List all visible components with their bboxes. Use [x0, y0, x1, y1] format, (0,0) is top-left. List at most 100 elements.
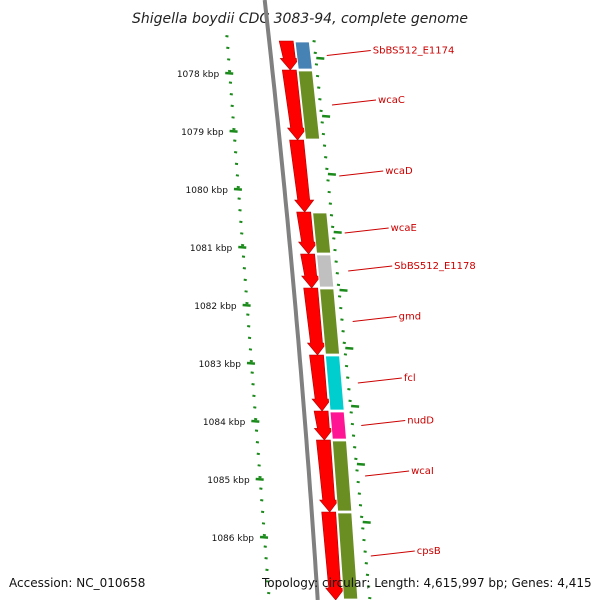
gene-arrow — [281, 69, 308, 141]
minor-tick — [351, 434, 356, 437]
minor-tick — [258, 475, 262, 479]
minor-tick — [365, 573, 370, 577]
minor-tick — [347, 388, 351, 391]
cog-block — [337, 512, 359, 600]
minor-tick — [339, 306, 343, 310]
cog-block — [329, 411, 347, 440]
label-leader — [370, 550, 415, 557]
minor-tick — [225, 35, 229, 38]
minor-tick — [259, 487, 263, 490]
minor-tick — [348, 399, 352, 403]
label-leader — [352, 316, 397, 322]
minor-tick — [320, 121, 324, 124]
minor-tick — [361, 527, 365, 530]
minor-tick — [231, 116, 235, 119]
kbp-label: 1078 kbp — [177, 70, 220, 80]
minor-tick — [326, 179, 330, 182]
gene-label: nudD — [407, 416, 434, 427]
minor-tick — [234, 162, 239, 166]
major-tick — [339, 288, 348, 292]
minor-tick — [317, 86, 321, 89]
minor-tick — [250, 371, 254, 374]
major-tick — [327, 172, 336, 176]
minor-tick — [366, 585, 371, 588]
minor-tick — [236, 185, 240, 189]
gene-labels: SbBS512_E1174 wcaC wcaD wcaE SbBS512_E1178gm… — [326, 46, 476, 557]
minor-tick — [327, 190, 331, 194]
minor-tick — [319, 109, 323, 113]
minor-tick — [336, 283, 341, 287]
minor-tick — [230, 104, 234, 108]
minor-tick — [263, 545, 267, 548]
minor-tick — [229, 93, 233, 96]
label-leader — [331, 99, 377, 106]
minor-tick — [232, 127, 236, 131]
major-tick — [242, 303, 251, 307]
minor-tick — [245, 301, 249, 305]
minor-tick — [233, 151, 238, 154]
minor-tick — [266, 580, 270, 583]
minor-tick — [226, 46, 230, 50]
minor-tick — [233, 139, 237, 142]
minor-tick — [325, 167, 329, 171]
label-leader — [365, 470, 410, 477]
minor-tick — [247, 325, 251, 328]
major-tick — [356, 462, 365, 466]
minor-tick — [324, 156, 328, 159]
major-tick — [251, 419, 260, 423]
major-tick — [233, 187, 243, 191]
kbp-label: 1080 kbp — [186, 186, 229, 196]
minor-tick — [228, 81, 233, 84]
minor-tick — [330, 225, 335, 229]
cog-block — [319, 288, 340, 355]
minor-tick — [368, 596, 372, 600]
minor-tick — [322, 144, 327, 147]
gene-label: gmd — [399, 312, 421, 323]
minor-tick — [358, 504, 363, 507]
minor-tick — [241, 255, 246, 258]
cog-block — [312, 212, 332, 254]
minor-tick — [251, 383, 255, 386]
minor-tick — [362, 538, 366, 542]
minor-tick — [341, 330, 345, 333]
cog-block — [325, 355, 345, 411]
gene-arrow — [289, 139, 315, 213]
minor-tick — [255, 441, 260, 444]
label-leader — [326, 50, 371, 56]
minor-tick — [239, 220, 243, 224]
minor-tick — [344, 364, 349, 368]
minor-tick — [313, 51, 317, 55]
cog-block — [297, 70, 321, 140]
gene-label: wcaC — [378, 95, 405, 106]
minor-tick — [238, 209, 242, 212]
cog-block — [331, 440, 353, 512]
minor-tick — [248, 348, 253, 351]
major-tick — [345, 346, 354, 350]
gene-label: wcaE — [391, 223, 417, 234]
minor-tick — [252, 394, 256, 398]
minor-tick — [340, 318, 344, 321]
minor-tick — [249, 359, 253, 363]
minor-tick — [342, 341, 346, 345]
minor-tick — [335, 272, 339, 275]
cog-block — [316, 254, 335, 288]
minor-tick — [355, 469, 359, 472]
minor-tick — [333, 248, 337, 252]
minor-tick — [264, 557, 268, 560]
kbp-label: 1084 kbp — [203, 418, 246, 428]
gene-label: SbBS512_E1178 — [394, 261, 476, 272]
minor-tick — [343, 353, 348, 356]
gene-features — [278, 40, 359, 600]
minor-tick — [321, 132, 326, 136]
minor-tick — [253, 417, 258, 421]
label-leader — [357, 377, 402, 384]
minor-tick — [357, 492, 362, 495]
minor-tick — [235, 174, 240, 177]
backbone-group — [262, 0, 320, 600]
minor-tick — [240, 243, 245, 247]
minor-tick — [363, 550, 367, 553]
minor-tick — [244, 290, 248, 293]
label-leader — [339, 170, 384, 177]
gene-arrow — [303, 287, 328, 356]
